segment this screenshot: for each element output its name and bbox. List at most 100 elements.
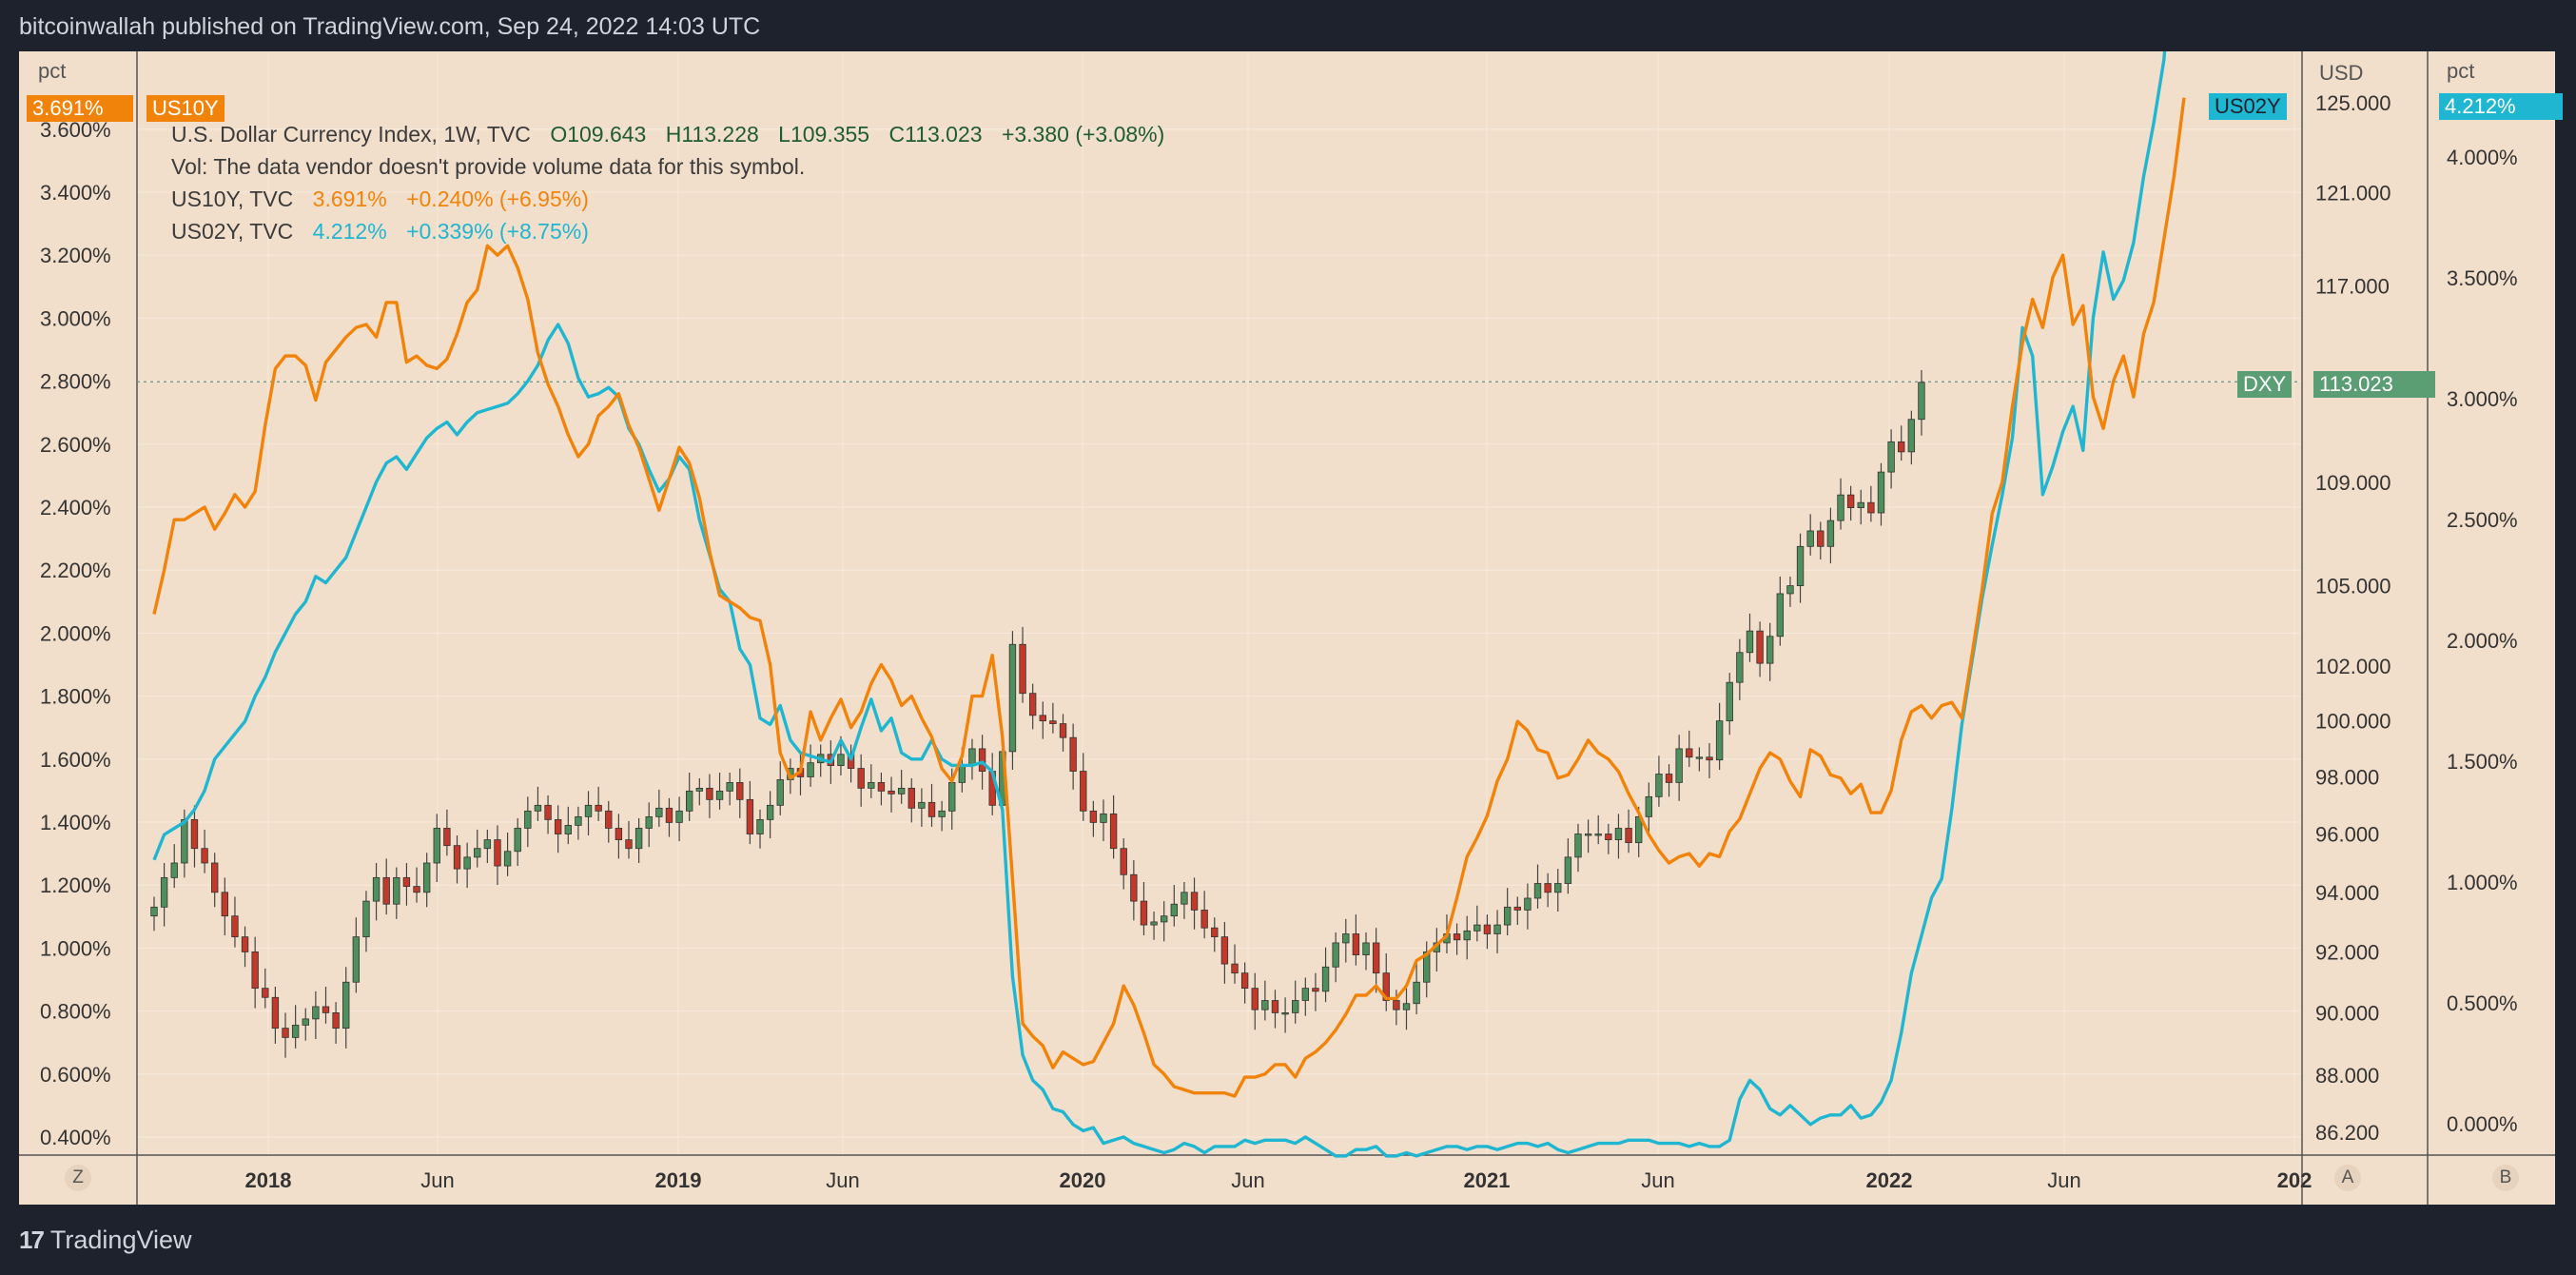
chart-svg[interactable]: 3.600%3.400%3.200%3.000%2.800%2.600%2.40… bbox=[19, 51, 2555, 1205]
dxy-candle-body bbox=[1898, 441, 1905, 453]
left-tick-label: 1.600% bbox=[40, 748, 111, 772]
dxy-candle bbox=[888, 776, 895, 813]
dxy-candle-body bbox=[1413, 981, 1420, 1005]
left-tick-label: 2.200% bbox=[40, 559, 111, 582]
dxy-candle-body bbox=[726, 782, 733, 792]
legend-us02y-change: +0.339% (+8.75%) bbox=[406, 219, 589, 244]
dxy-candle-body bbox=[1352, 933, 1360, 955]
dxy-candle bbox=[1857, 489, 1864, 525]
dxy-candle bbox=[1301, 977, 1310, 1016]
usd-tick-label: 86.200 bbox=[2315, 1121, 2379, 1145]
dxy-candle bbox=[776, 761, 784, 815]
dxy-candle bbox=[524, 796, 532, 848]
dxy-candle-body bbox=[251, 951, 259, 990]
dxy-candle-body bbox=[1080, 771, 1087, 812]
dxy-candle-body bbox=[1181, 892, 1188, 905]
dxy-candle bbox=[1170, 885, 1178, 927]
dxy-candle-body bbox=[1362, 942, 1370, 955]
time-tick-label: Jun bbox=[826, 1168, 859, 1192]
dxy-candle bbox=[584, 791, 593, 836]
b-scale-button[interactable]: B bbox=[2492, 1165, 2519, 1191]
dxy-candle bbox=[766, 791, 774, 839]
legend-us10y-name: US10Y, TVC bbox=[171, 186, 294, 211]
dxy-candle bbox=[715, 773, 724, 810]
left-tick-label: 3.200% bbox=[40, 244, 111, 267]
right-pct-tick-label: 1.000% bbox=[2447, 871, 2518, 894]
dxy-candle-body bbox=[1292, 1000, 1299, 1013]
dxy-candle bbox=[1453, 923, 1461, 955]
tradingview-logo-icon[interactable]: 17 bbox=[19, 1226, 45, 1254]
dxy-candle-body bbox=[1231, 963, 1239, 974]
dxy-candle-body bbox=[686, 790, 693, 812]
left-tick-label: 2.000% bbox=[40, 621, 111, 645]
chart-frame[interactable]: 3.600% 3.400% 3.200% 3.000% 2.800% 2.600% 2.40… bbox=[19, 51, 2563, 1205]
dxy-candle-body bbox=[1584, 834, 1592, 836]
dxy-candle-body bbox=[1625, 828, 1632, 844]
a-scale-button[interactable]: A bbox=[2334, 1165, 2361, 1191]
dxy-candle-body bbox=[1686, 748, 1693, 758]
dxy-candle bbox=[422, 853, 431, 908]
dxy-candle bbox=[1150, 912, 1158, 940]
dxy-candle bbox=[463, 842, 471, 889]
dxy-candle-body bbox=[868, 782, 875, 789]
dxy-candle-body bbox=[1100, 813, 1107, 823]
dxy-candle bbox=[968, 738, 976, 780]
dxy-candle bbox=[1907, 410, 1916, 465]
dxy-candle bbox=[1756, 621, 1764, 677]
dxy-candle bbox=[221, 877, 229, 936]
dxy-candle bbox=[1695, 747, 1704, 772]
dxy-candle bbox=[1332, 932, 1339, 983]
dxy-name-tag: DXY bbox=[2237, 371, 2293, 398]
dxy-candle bbox=[503, 832, 512, 876]
dxy-candle bbox=[1413, 962, 1420, 1015]
dxy-candle bbox=[1008, 631, 1017, 771]
dxy-candle-body bbox=[1019, 643, 1026, 695]
dxy-candle bbox=[413, 867, 420, 903]
dxy-candle bbox=[372, 862, 381, 921]
dxy-candle-body bbox=[1746, 630, 1754, 654]
dxy-candle-body bbox=[1817, 530, 1825, 547]
dxy-candle-body bbox=[544, 804, 552, 820]
dxy-candle bbox=[1100, 799, 1107, 842]
dxy-candle-body bbox=[524, 810, 532, 829]
dxy-candle-body bbox=[413, 886, 420, 893]
dxy-candle-body bbox=[1776, 593, 1785, 638]
dxy-candle-body bbox=[463, 856, 471, 870]
dxy-candle-body bbox=[857, 768, 865, 789]
right-pct-tick-label: 0.000% bbox=[2447, 1112, 2518, 1136]
dxy-candle bbox=[271, 987, 280, 1044]
dxy-candle-body bbox=[1312, 988, 1319, 992]
dxy-candle bbox=[675, 796, 683, 842]
z-scale-button[interactable]: Z bbox=[65, 1165, 91, 1191]
footer-brand[interactable]: TradingView bbox=[49, 1226, 192, 1254]
dxy-candle-body bbox=[1402, 1003, 1411, 1010]
dxy-candle bbox=[352, 917, 361, 993]
dxy-candle-body bbox=[422, 862, 431, 893]
legend: U.S. Dollar Currency Index, 1W, TVC O109… bbox=[171, 118, 1164, 247]
legend-main-name: U.S. Dollar Currency Index, 1W, TVC bbox=[171, 122, 531, 147]
time-tick-label: 2018 bbox=[245, 1168, 292, 1192]
left-tick-label: 0.400% bbox=[40, 1126, 111, 1149]
right-pct-tick-label: 2.000% bbox=[2447, 629, 2518, 653]
dxy-candle-body bbox=[1382, 972, 1390, 1001]
dxy-candle-body bbox=[271, 996, 280, 1030]
dxy-candle bbox=[251, 936, 259, 1009]
dxy-candle-body bbox=[362, 900, 370, 938]
footer: 17 TradingView bbox=[19, 1226, 192, 1255]
dxy-candle bbox=[1433, 928, 1441, 972]
dxy-candle-body bbox=[160, 876, 168, 908]
dxy-candle bbox=[1342, 918, 1350, 963]
dxy-candle bbox=[1352, 914, 1360, 966]
dxy-candle-body bbox=[1715, 720, 1724, 761]
dxy-candle-body bbox=[978, 748, 986, 772]
dxy-candle-body bbox=[1695, 756, 1704, 759]
dxy-candle-body bbox=[231, 915, 239, 938]
dxy-candle bbox=[1655, 755, 1663, 807]
dxy-candle-body bbox=[1918, 382, 1925, 421]
dxy-candle bbox=[706, 774, 713, 818]
usd-tick-label: 117.000 bbox=[2315, 275, 2390, 299]
dxy-candle-body bbox=[1190, 892, 1199, 911]
dxy-candle-body bbox=[1261, 1000, 1269, 1010]
dxy-candle-body bbox=[634, 828, 643, 850]
usd-tick-label: 100.000 bbox=[2315, 710, 2391, 734]
